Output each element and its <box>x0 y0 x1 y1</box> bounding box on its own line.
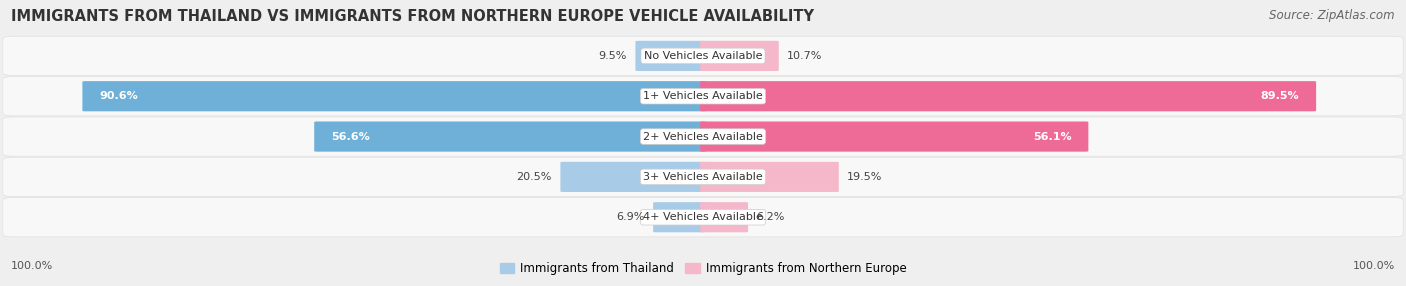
FancyBboxPatch shape <box>636 41 706 71</box>
Text: 3+ Vehicles Available: 3+ Vehicles Available <box>643 172 763 182</box>
Legend: Immigrants from Thailand, Immigrants from Northern Europe: Immigrants from Thailand, Immigrants fro… <box>495 258 911 280</box>
FancyBboxPatch shape <box>3 157 1403 196</box>
Text: 19.5%: 19.5% <box>848 172 883 182</box>
Text: 90.6%: 90.6% <box>100 91 138 101</box>
Text: 10.7%: 10.7% <box>787 51 823 61</box>
FancyBboxPatch shape <box>3 77 1403 116</box>
FancyBboxPatch shape <box>3 198 1403 237</box>
Text: 6.9%: 6.9% <box>616 212 645 222</box>
FancyBboxPatch shape <box>700 122 1088 152</box>
Text: 20.5%: 20.5% <box>516 172 553 182</box>
Text: 56.6%: 56.6% <box>330 132 370 142</box>
FancyBboxPatch shape <box>3 117 1403 156</box>
FancyBboxPatch shape <box>654 202 706 232</box>
Text: 89.5%: 89.5% <box>1261 91 1299 101</box>
Text: IMMIGRANTS FROM THAILAND VS IMMIGRANTS FROM NORTHERN EUROPE VEHICLE AVAILABILITY: IMMIGRANTS FROM THAILAND VS IMMIGRANTS F… <box>11 9 814 23</box>
FancyBboxPatch shape <box>83 81 706 111</box>
FancyBboxPatch shape <box>700 202 748 232</box>
FancyBboxPatch shape <box>314 122 706 152</box>
Text: 56.1%: 56.1% <box>1033 132 1071 142</box>
Text: 6.2%: 6.2% <box>756 212 785 222</box>
Text: Source: ZipAtlas.com: Source: ZipAtlas.com <box>1270 9 1395 21</box>
Text: 1+ Vehicles Available: 1+ Vehicles Available <box>643 91 763 101</box>
Text: 2+ Vehicles Available: 2+ Vehicles Available <box>643 132 763 142</box>
Text: 100.0%: 100.0% <box>11 261 53 271</box>
Text: 100.0%: 100.0% <box>1353 261 1395 271</box>
FancyBboxPatch shape <box>700 41 779 71</box>
Text: No Vehicles Available: No Vehicles Available <box>644 51 762 61</box>
FancyBboxPatch shape <box>3 36 1403 76</box>
Text: 4+ Vehicles Available: 4+ Vehicles Available <box>643 212 763 222</box>
FancyBboxPatch shape <box>700 162 839 192</box>
Text: 9.5%: 9.5% <box>599 51 627 61</box>
FancyBboxPatch shape <box>700 81 1316 111</box>
FancyBboxPatch shape <box>561 162 706 192</box>
